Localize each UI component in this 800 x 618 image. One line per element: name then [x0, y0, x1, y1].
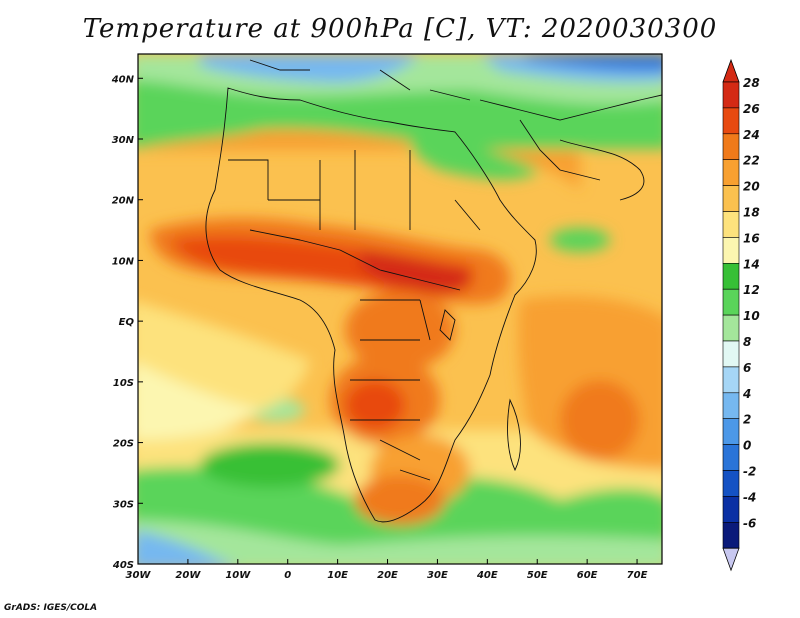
colorbar-label: 4: [742, 387, 751, 401]
colorbar-label: 6: [743, 361, 751, 375]
colorbar-label: 18: [743, 206, 760, 220]
lat-tick-label: EQ: [119, 317, 135, 328]
colorbar-swatch: [722, 211, 740, 238]
lon-tick-label: 60E: [577, 570, 598, 581]
colorbar-swatch: [722, 107, 740, 135]
colorbar-label: 26: [743, 102, 760, 116]
colorbar-label: 24: [743, 128, 760, 142]
colorbar-swatch: [722, 237, 740, 264]
lon-tick-label: 10E: [327, 570, 348, 581]
colorbar-swatch: [722, 444, 740, 471]
colorbar-label: 10: [743, 309, 760, 323]
colorbar-label: 12: [743, 283, 760, 297]
colorbar-label: -2: [743, 465, 756, 479]
lon-tick-label: 10W: [225, 570, 251, 581]
colorbar-swatch: [722, 366, 740, 394]
lat-tick-label: 10N: [112, 256, 135, 267]
colorbar-label: 16: [743, 231, 760, 245]
colorbar-swatch: [722, 470, 740, 497]
colorbar-swatch: [722, 418, 740, 445]
colorbar-swatch: [722, 340, 740, 368]
lat-tick-label: 40N: [111, 74, 135, 85]
lon-tick-label: 20E: [377, 570, 398, 581]
footer-credit: GrADS: IGES/COLA: [4, 603, 98, 613]
colorbar-label: 14: [743, 257, 760, 271]
colorbar-label: 2: [743, 413, 751, 427]
map-frame: [137, 53, 663, 565]
lat-tick-label: 20N: [112, 196, 135, 207]
lat-tick-label: 10S: [113, 378, 134, 389]
colorbar-label: 22: [743, 154, 760, 168]
colorbar-swatch: [722, 392, 740, 419]
lat-tick-label: 30S: [113, 499, 134, 510]
lon-tick-label: 0: [284, 570, 291, 581]
map-title: Temperature at 900hPa [C], VT: 202003030…: [82, 14, 718, 44]
colorbar-swatch: [722, 262, 740, 290]
colorbar-label: 28: [743, 76, 760, 90]
colorbar-swatch: [722, 288, 740, 316]
colorbar-swatch: [722, 314, 740, 342]
colorbar-swatch: [722, 133, 740, 161]
temperature-field: [138, 54, 662, 564]
colorbar-swatch: [722, 185, 740, 212]
colorbar-label: 0: [743, 439, 751, 453]
lon-tick-label: 40E: [476, 570, 498, 581]
colorbar-swatch: [722, 496, 740, 523]
coastlines-borders: [205, 59, 662, 523]
lon-tick-label: 70E: [627, 570, 648, 581]
lat-tick-label: 30N: [112, 135, 135, 146]
latitude-ticks: 40N 30N 20N 10N EQ 10S 20S 30S 40S: [111, 74, 143, 571]
longitude-ticks: 30W 20W 10W 0 10E 20E 30E 40E 50E 60E 70E: [126, 559, 648, 581]
lon-tick-label: 30E: [427, 570, 448, 581]
colorbar-label: -6: [743, 516, 756, 530]
lon-tick-label: 20W: [175, 570, 201, 581]
colorbar-label: -4: [743, 490, 756, 504]
colorbar-swatch: [722, 159, 740, 186]
lat-tick-label: 20S: [113, 439, 134, 450]
lon-tick-label: 50E: [527, 570, 548, 581]
colorbar-over-arrow: [722, 58, 740, 83]
colorbar-under-arrow: [722, 547, 740, 572]
lon-tick-label: 30W: [126, 570, 152, 581]
colorbar-swatch: [722, 81, 740, 109]
colorbar-label: 20: [743, 180, 760, 194]
lat-tick-label: 40S: [112, 560, 134, 571]
colorbar-label: 8: [743, 335, 751, 349]
colorbar-swatch: [722, 521, 740, 549]
